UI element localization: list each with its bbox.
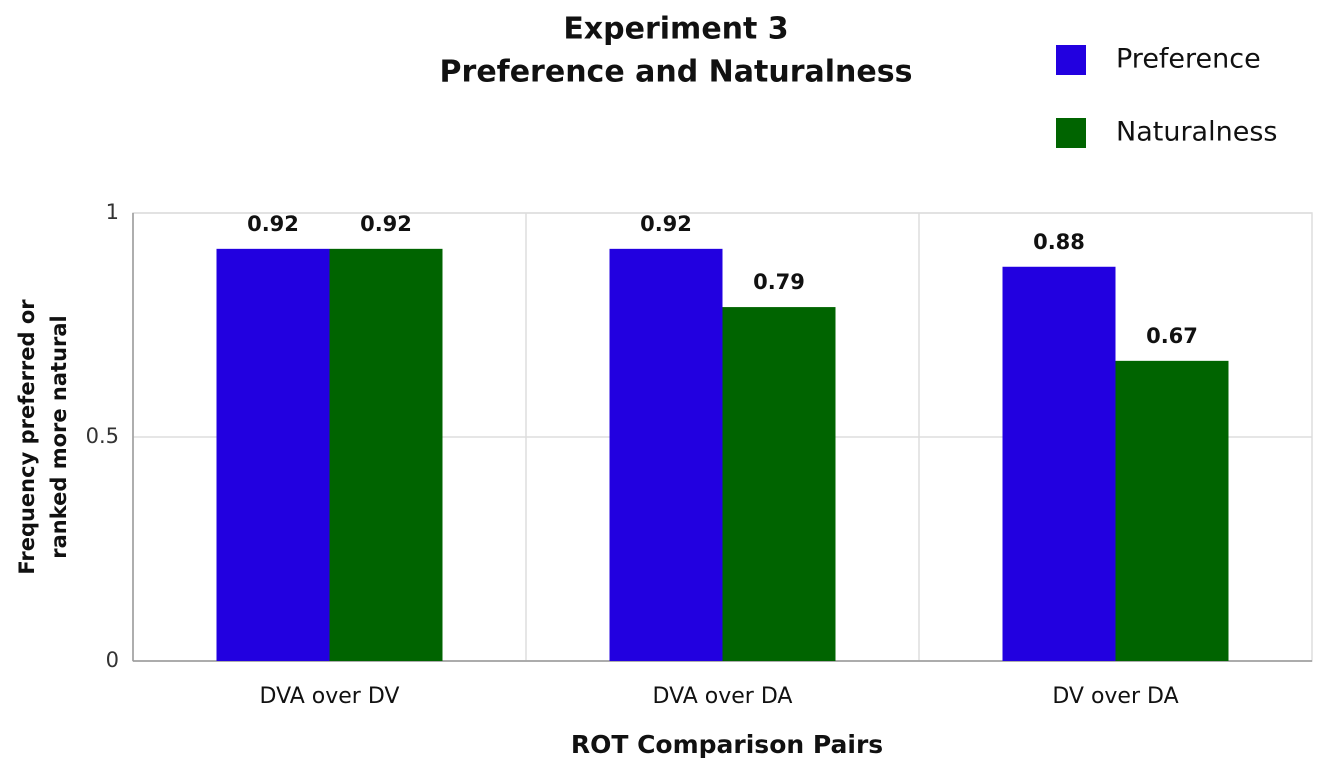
value-label: 0.92 (360, 212, 412, 236)
legend-swatch (1056, 118, 1086, 148)
value-label: 0.92 (247, 212, 299, 236)
y-tick-label: 1 (106, 200, 119, 224)
bar (1115, 360, 1229, 661)
chart-title: Preference and Naturalness (440, 55, 913, 90)
legend-swatch (1056, 45, 1086, 75)
bar (722, 307, 836, 661)
value-label: 0.92 (640, 212, 692, 236)
y-tick-label: 0.5 (86, 424, 119, 448)
bar (216, 248, 330, 661)
bar (609, 248, 723, 661)
value-label: 0.67 (1146, 324, 1198, 348)
x-tick-label: DVA over DV (260, 684, 400, 709)
x-tick-label: DVA over DA (653, 684, 793, 709)
legend-label: Naturalness (1116, 117, 1277, 148)
x-axis-label: ROT Comparison Pairs (571, 730, 883, 759)
x-tick-label: DV over DA (1052, 684, 1178, 709)
y-tick-label: 0 (106, 648, 119, 672)
value-label: 0.79 (753, 270, 805, 294)
y-axis-label: ranked more natural (47, 315, 71, 559)
bar (329, 248, 443, 661)
bar (1002, 266, 1116, 661)
legend-label: Preference (1116, 44, 1261, 75)
value-label: 0.88 (1033, 230, 1085, 254)
chart-title: Experiment 3 (563, 12, 788, 47)
y-axis-label: Frequency preferred or (15, 299, 39, 575)
